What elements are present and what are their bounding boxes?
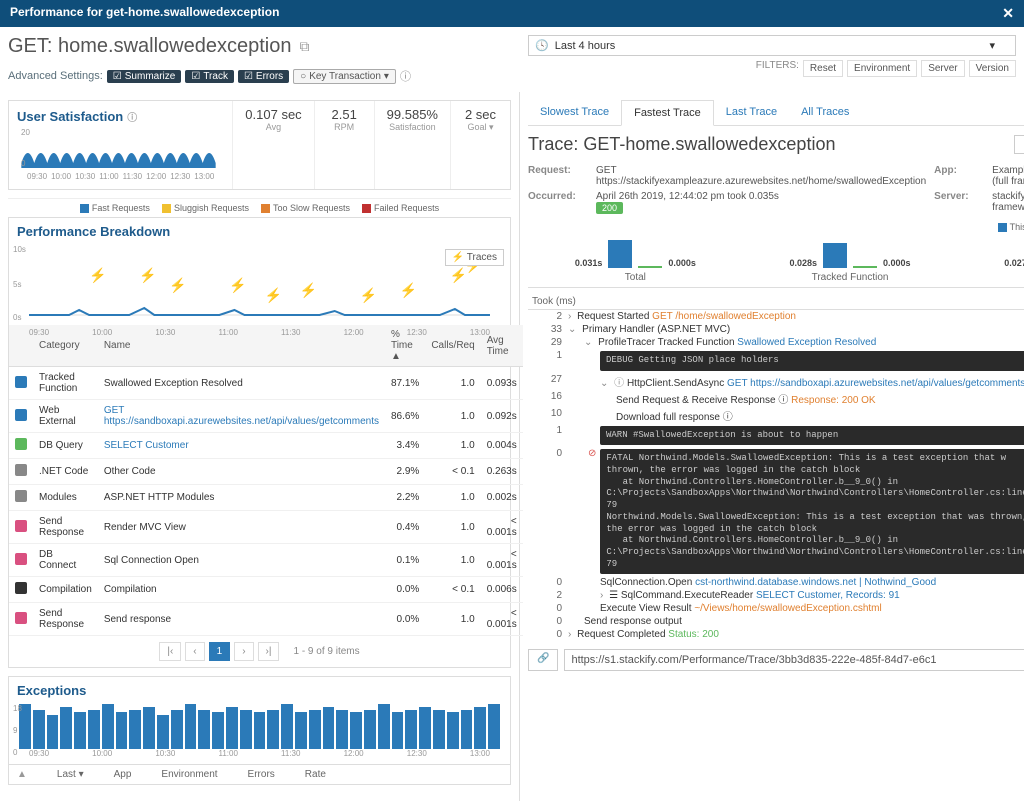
exceptions-chart [19, 704, 500, 749]
refresh-button[interactable]: ↻ [1014, 135, 1024, 154]
table-row[interactable]: CompilationCompilation0.0%< 0.10.006s [9, 577, 523, 603]
svg-text:⚡: ⚡ [89, 267, 106, 284]
svg-text:⚡: ⚡ [229, 277, 246, 294]
table-row[interactable]: Web ExternalGET https://sandboxapi.azure… [9, 400, 523, 433]
page-prev[interactable]: ‹ [185, 642, 204, 661]
page-next[interactable]: › [234, 642, 253, 661]
filter-row: FILTERS: Reset Environment Server Versio… [528, 60, 1016, 77]
time-range-dropdown[interactable]: 🕓 Last 4 hours ▾ [528, 35, 1016, 56]
page-1[interactable]: 1 [209, 642, 231, 661]
user-satisfaction-panel: User Satisfaction ⓘ 20 0 09:3010:0010:30… [8, 100, 511, 190]
exceptions-title: Exceptions [9, 677, 510, 704]
filter-environment[interactable]: Environment [847, 60, 917, 77]
summarize-toggle[interactable]: ☑ Summarize [107, 70, 182, 83]
tab-slowest-trace[interactable]: Slowest Trace [528, 100, 621, 125]
table-row[interactable]: Tracked FunctionSwallowed Exception Reso… [9, 367, 523, 400]
close-icon[interactable]: ✕ [1002, 5, 1014, 22]
key-transaction-dropdown[interactable]: ○ Key Transaction ▾ [293, 69, 396, 84]
page-title: GET: home.swallowedexception ⧉ [8, 35, 512, 58]
svg-text:⚡: ⚡ [360, 287, 377, 304]
performance-breakdown-panel: Performance Breakdown ⚡ Traces 10s 5s 0s… [8, 217, 511, 668]
tab-all-traces[interactable]: All Traces [789, 100, 861, 125]
trace-tree: Took (ms)From (ms) 2› Request Started GE… [528, 294, 1024, 641]
table-row[interactable]: DB ConnectSql Connection Open0.1%1.0< 0.… [9, 544, 523, 577]
popout-icon[interactable]: ⧉ [299, 38, 309, 55]
track-toggle[interactable]: ☑ Track [185, 70, 234, 83]
svg-text:⚡: ⚡ [300, 282, 317, 299]
svg-text:⚡: ⚡ [169, 277, 186, 294]
header-bar: Performance for get-home.swallowedexcept… [0, 0, 1024, 27]
exceptions-panel: Exceptions 18 9 0 09:3010:0010:3011:0011… [8, 676, 511, 785]
table-row[interactable]: Send ResponseRender MVC View0.4%1.0< 0.0… [9, 511, 523, 544]
errors-toggle[interactable]: ☑ Errors [238, 70, 289, 83]
tab-last-trace[interactable]: Last Trace [714, 100, 789, 125]
svg-text:⚡: ⚡ [400, 282, 417, 299]
breakdown-title: Performance Breakdown [9, 218, 510, 245]
tab-fastest-trace[interactable]: Fastest Trace [621, 100, 714, 126]
trace-info: Request:GET https://stackifyexampleazure… [528, 165, 1024, 214]
advanced-settings: Advanced Settings: ☑ Summarize ☑ Track ☑… [8, 68, 512, 84]
table-row[interactable]: Send ResponseSend response0.0%1.0< 0.001… [9, 603, 523, 636]
trace-title: Trace: GET-home.swallowedexception [528, 134, 835, 155]
svg-text:⚡: ⚡ [139, 267, 156, 284]
link-icon[interactable]: 🔗 [528, 649, 558, 671]
pager: |‹ ‹ 1 › ›| 1 - 9 of 9 items [9, 636, 510, 667]
table-row[interactable]: .NET CodeOther Code2.9%< 0.10.263s [9, 459, 523, 485]
filter-version[interactable]: Version [969, 60, 1016, 77]
header-title: Performance for get-home.swallowedexcept… [10, 5, 279, 22]
user-satisfaction-title: User Satisfaction ⓘ [17, 109, 224, 124]
traces-button[interactable]: ⚡ Traces [445, 249, 504, 266]
page-first[interactable]: |‹ [159, 642, 181, 661]
table-row[interactable]: ModulesASP.NET HTTP Modules2.2%1.00.002s [9, 485, 523, 511]
filter-server[interactable]: Server [921, 60, 964, 77]
trace-tabs: Slowest TraceFastest TraceLast TraceAll … [528, 100, 1024, 126]
breakdown-table: CategoryName% Time ▲Calls/ReqAvg Time Tr… [9, 325, 523, 636]
breakdown-chart: ⚡ Traces 10s 5s 0s ⚡ ⚡ ⚡ ⚡ ⚡ ⚡ ⚡ ⚡ ⚡ ⚡ [9, 245, 510, 325]
filter-reset[interactable]: Reset [803, 60, 843, 77]
page-last[interactable]: ›| [258, 642, 280, 661]
trace-url-input[interactable] [564, 649, 1024, 671]
svg-text:⚡: ⚡ [265, 287, 282, 304]
satisfaction-chart [17, 128, 224, 168]
table-row[interactable]: DB QuerySELECT Customer3.4%1.00.004s [9, 433, 523, 459]
pager-info: 1 - 9 of 9 items [293, 646, 359, 657]
timing-summary: 0.031s0.000sTotal0.028s0.000sTracked Fun… [528, 236, 1024, 288]
